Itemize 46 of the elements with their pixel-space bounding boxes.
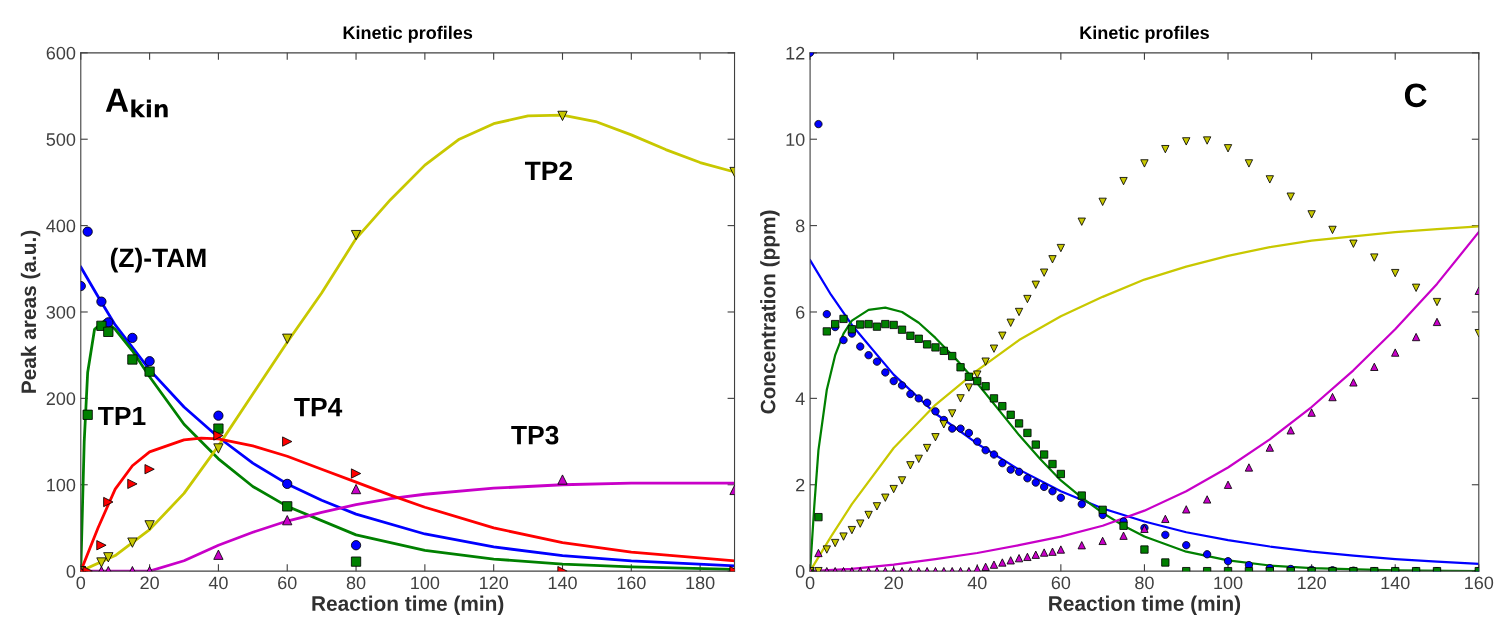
y-tick-label: 10: [786, 133, 805, 146]
x-tick-label: 40: [208, 576, 228, 590]
y-tick-label: 100: [47, 478, 76, 492]
chart-title: Kinetic profiles: [1080, 25, 1209, 43]
x-tick-label: 100: [411, 576, 440, 590]
y-tick-label: 600: [46, 46, 76, 60]
x-tick-label: 0: [805, 576, 815, 590]
x-tick-label: 160: [617, 576, 646, 590]
x-tick-label: 80: [1135, 576, 1154, 590]
y-tick-label: 300: [46, 305, 76, 319]
y-tick-label: 12: [786, 46, 805, 60]
x-tick-label: 20: [884, 576, 904, 590]
annotation: (Z)-TAM: [110, 247, 206, 273]
x-axis-title: Reaction time (min): [312, 595, 504, 616]
x-tick-label: 80: [346, 576, 366, 590]
y-tick-label: 200: [46, 392, 76, 406]
annotation: TP2: [524, 161, 573, 180]
x-axis-title: Reaction time (min): [1049, 595, 1241, 616]
annotation: A$_{kin}$: [105, 88, 168, 118]
x-tick-label: 140: [548, 576, 577, 590]
annotation: TP4: [294, 398, 343, 417]
x-tick-label: 60: [278, 576, 297, 590]
x-tick-label: 140: [1381, 576, 1410, 590]
x-tick-label: 0: [76, 576, 86, 590]
y-tick-label: 6: [796, 305, 805, 319]
annotation: TP3: [511, 425, 559, 445]
annotation: TP1: [98, 406, 146, 426]
y-tick-label: 4: [795, 392, 805, 405]
annotation: C: [1404, 83, 1427, 108]
y-axis-title: Peak areas (a.u.): [20, 230, 41, 393]
y-tick-label: 8: [795, 219, 805, 233]
y-tick-label: 0: [795, 565, 805, 578]
x-tick-label: 40: [967, 576, 987, 590]
y-tick-label: 0: [66, 565, 76, 578]
chart-title: Kinetic profiles: [343, 25, 473, 43]
x-tick-label: 20: [140, 576, 159, 590]
x-tick-label: 100: [1214, 576, 1243, 590]
x-tick-label: 120: [480, 576, 509, 590]
x-tick-label: 120: [1297, 576, 1326, 590]
y-tick-label: 2: [796, 478, 805, 492]
y-axis-title: Concentration (ppm): [760, 210, 780, 414]
y-tick-label: 500: [46, 133, 76, 146]
x-tick-label: 160: [1465, 576, 1494, 590]
y-tick-label: 400: [46, 219, 76, 233]
x-tick-label: 180: [686, 576, 715, 590]
x-tick-label: 60: [1051, 576, 1071, 590]
